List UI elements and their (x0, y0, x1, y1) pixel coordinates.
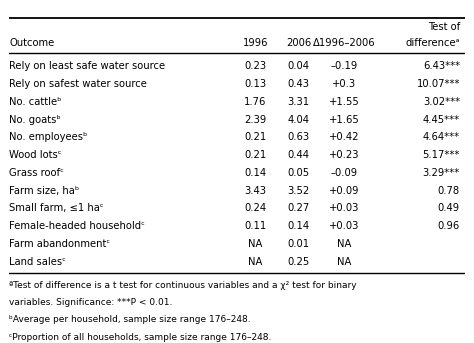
Text: Land salesᶜ: Land salesᶜ (9, 257, 66, 267)
Text: 4.04: 4.04 (287, 115, 310, 125)
Text: Rely on safest water source: Rely on safest water source (9, 79, 147, 89)
Text: Small farm, ≤1 haᶜ: Small farm, ≤1 haᶜ (9, 203, 104, 213)
Text: Test of: Test of (428, 22, 460, 32)
Text: 0.78: 0.78 (438, 186, 460, 196)
Text: 3.52: 3.52 (287, 186, 310, 196)
Text: variables. Significance: ***P < 0.01.: variables. Significance: ***P < 0.01. (9, 298, 173, 307)
Text: 3.02***: 3.02*** (423, 97, 460, 107)
Text: Wood lotsᶜ: Wood lotsᶜ (9, 150, 62, 160)
Text: 3.29***: 3.29*** (423, 168, 460, 178)
Text: 0.13: 0.13 (244, 79, 266, 89)
Text: 10.07***: 10.07*** (417, 79, 460, 89)
Text: 0.05: 0.05 (287, 168, 310, 178)
Text: +0.3: +0.3 (332, 79, 356, 89)
Text: NA: NA (248, 239, 263, 249)
Text: Female-headed householdᶜ: Female-headed householdᶜ (9, 221, 146, 231)
Text: +0.23: +0.23 (328, 150, 359, 160)
Text: Farm size, haᵇ: Farm size, haᵇ (9, 186, 80, 196)
Text: 0.11: 0.11 (244, 221, 266, 231)
Text: 4.45***: 4.45*** (423, 115, 460, 125)
Text: 0.25: 0.25 (287, 257, 310, 267)
Text: 0.96: 0.96 (438, 221, 460, 231)
Text: 0.27: 0.27 (287, 203, 310, 213)
Text: –0.09: –0.09 (330, 168, 357, 178)
Text: 0.63: 0.63 (287, 132, 310, 142)
Text: 0.24: 0.24 (244, 203, 266, 213)
Text: 0.01: 0.01 (287, 239, 310, 249)
Text: Δ1996–2006: Δ1996–2006 (313, 38, 375, 48)
Text: Rely on least safe water source: Rely on least safe water source (9, 61, 165, 71)
Text: 3.43: 3.43 (244, 186, 266, 196)
Text: 2006: 2006 (286, 38, 311, 48)
Text: 0.14: 0.14 (287, 221, 310, 231)
Text: +0.42: +0.42 (328, 132, 359, 142)
Text: 0.43: 0.43 (287, 79, 310, 89)
Text: Farm abandonmentᶜ: Farm abandonmentᶜ (9, 239, 110, 249)
Text: 0.21: 0.21 (244, 150, 266, 160)
Text: +0.03: +0.03 (329, 203, 359, 213)
Text: 0.44: 0.44 (287, 150, 310, 160)
Text: 1.76: 1.76 (244, 97, 266, 107)
Text: 1996: 1996 (243, 38, 268, 48)
Text: –0.19: –0.19 (330, 61, 357, 71)
Text: No. goatsᵇ: No. goatsᵇ (9, 115, 61, 125)
Text: Grass roofᶜ: Grass roofᶜ (9, 168, 64, 178)
Text: ᶜProportion of all households, sample size range 176–248.: ᶜProportion of all households, sample si… (9, 332, 272, 342)
Text: 0.14: 0.14 (244, 168, 266, 178)
Text: No. cattleᵇ: No. cattleᵇ (9, 97, 62, 107)
Text: 0.04: 0.04 (287, 61, 310, 71)
Text: NA: NA (337, 257, 351, 267)
Text: 0.21: 0.21 (244, 132, 266, 142)
Text: NA: NA (337, 239, 351, 249)
Text: +1.55: +1.55 (328, 97, 359, 107)
Text: 5.17***: 5.17*** (423, 150, 460, 160)
Text: 3.31: 3.31 (287, 97, 310, 107)
Text: 4.64***: 4.64*** (423, 132, 460, 142)
Text: 6.43***: 6.43*** (423, 61, 460, 71)
Text: 0.23: 0.23 (244, 61, 266, 71)
Text: differenceᵃ: differenceᵃ (405, 38, 460, 48)
Text: 2.39: 2.39 (244, 115, 266, 125)
Text: ªTest of difference is a t test for continuous variables and a χ² test for binar: ªTest of difference is a t test for cont… (9, 281, 357, 290)
Text: 0.49: 0.49 (438, 203, 460, 213)
Text: ᵇAverage per household, sample size range 176–248.: ᵇAverage per household, sample size rang… (9, 316, 251, 324)
Text: +0.03: +0.03 (329, 221, 359, 231)
Text: NA: NA (248, 257, 263, 267)
Text: +1.65: +1.65 (328, 115, 359, 125)
Text: No. employeesᵇ: No. employeesᵇ (9, 132, 88, 142)
Text: Outcome: Outcome (9, 38, 55, 48)
Text: +0.09: +0.09 (328, 186, 359, 196)
